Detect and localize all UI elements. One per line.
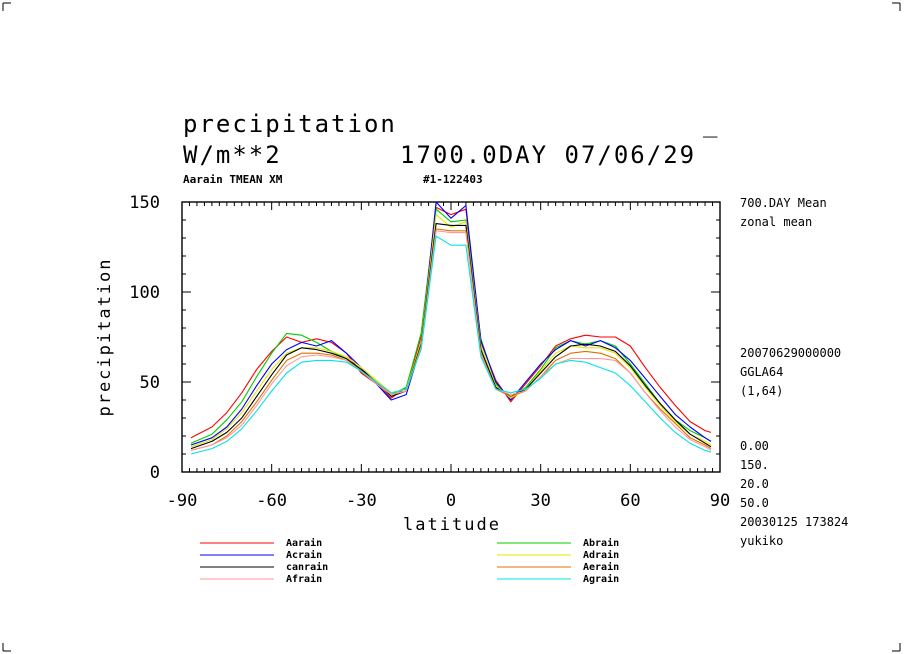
legend-label: Acrain <box>286 549 322 561</box>
series-line <box>190 235 712 455</box>
axis-ticks <box>181 201 721 473</box>
series-line <box>190 201 712 446</box>
date-info: 1700.0DAY 07/06/29 <box>400 141 697 169</box>
series-lines <box>190 201 712 455</box>
variable-title: precipitation <box>183 110 397 138</box>
legend-label: Aarain <box>286 537 322 549</box>
grid-range: (1,64) <box>740 384 784 398</box>
series-line <box>190 230 712 451</box>
stat-value: 50.0 <box>740 496 769 510</box>
stat-value: 0.00 <box>740 439 769 453</box>
y-axis-label: precipitation <box>95 257 115 416</box>
y-tick-label: 50 <box>140 373 160 393</box>
legend-label: Agrain <box>583 573 619 585</box>
legend-label: Adrain <box>583 549 619 561</box>
legend-label: Afrain <box>286 573 322 585</box>
stat-value: 150. <box>740 458 769 472</box>
legend-label: Aerain <box>583 561 619 573</box>
x-tick-label: -90 <box>167 491 198 511</box>
y-tick-label: 0 <box>150 463 160 483</box>
x-tick-label: 60 <box>620 491 640 511</box>
legend-label: canrain <box>286 561 328 573</box>
dash-mark: _ <box>703 110 720 138</box>
run-date: 20070629000000 <box>740 346 842 360</box>
legend-label: Abrain <box>583 537 619 549</box>
zonal-label: zonal mean <box>740 215 813 229</box>
x-tick-label: 30 <box>530 491 550 511</box>
grid-name: GGLA64 <box>740 365 784 379</box>
unit-label: W/m**2 <box>183 141 282 169</box>
user-name: yukiko <box>740 534 784 548</box>
subtitle-left: Aarain TMEAN XM <box>183 173 283 186</box>
subtitle-mid: #1-122403 <box>423 173 483 186</box>
x-tick-label: 0 <box>446 491 456 511</box>
plot-frame <box>181 201 721 473</box>
x-tick-label: -30 <box>346 491 377 511</box>
stat-value: 20.0 <box>740 477 769 491</box>
x-tick-label: -60 <box>256 491 287 511</box>
y-tick-labels: 0 50 100 150 <box>129 193 160 483</box>
timestamp: 20030125 173824 <box>740 515 849 529</box>
y-tick-label: 100 <box>129 283 160 303</box>
series-line <box>190 223 712 450</box>
x-axis-label: latitude <box>403 515 501 535</box>
series-line <box>190 208 712 444</box>
series-line <box>190 206 712 439</box>
mean-label: 700.DAY Mean <box>740 196 827 210</box>
series-line <box>190 214 712 448</box>
x-tick-label: 90 <box>710 491 730 511</box>
y-tick-label: 150 <box>129 193 160 213</box>
x-tick-labels: -90 -60 -30 0 30 60 90 <box>167 491 731 511</box>
series-line <box>190 228 712 451</box>
